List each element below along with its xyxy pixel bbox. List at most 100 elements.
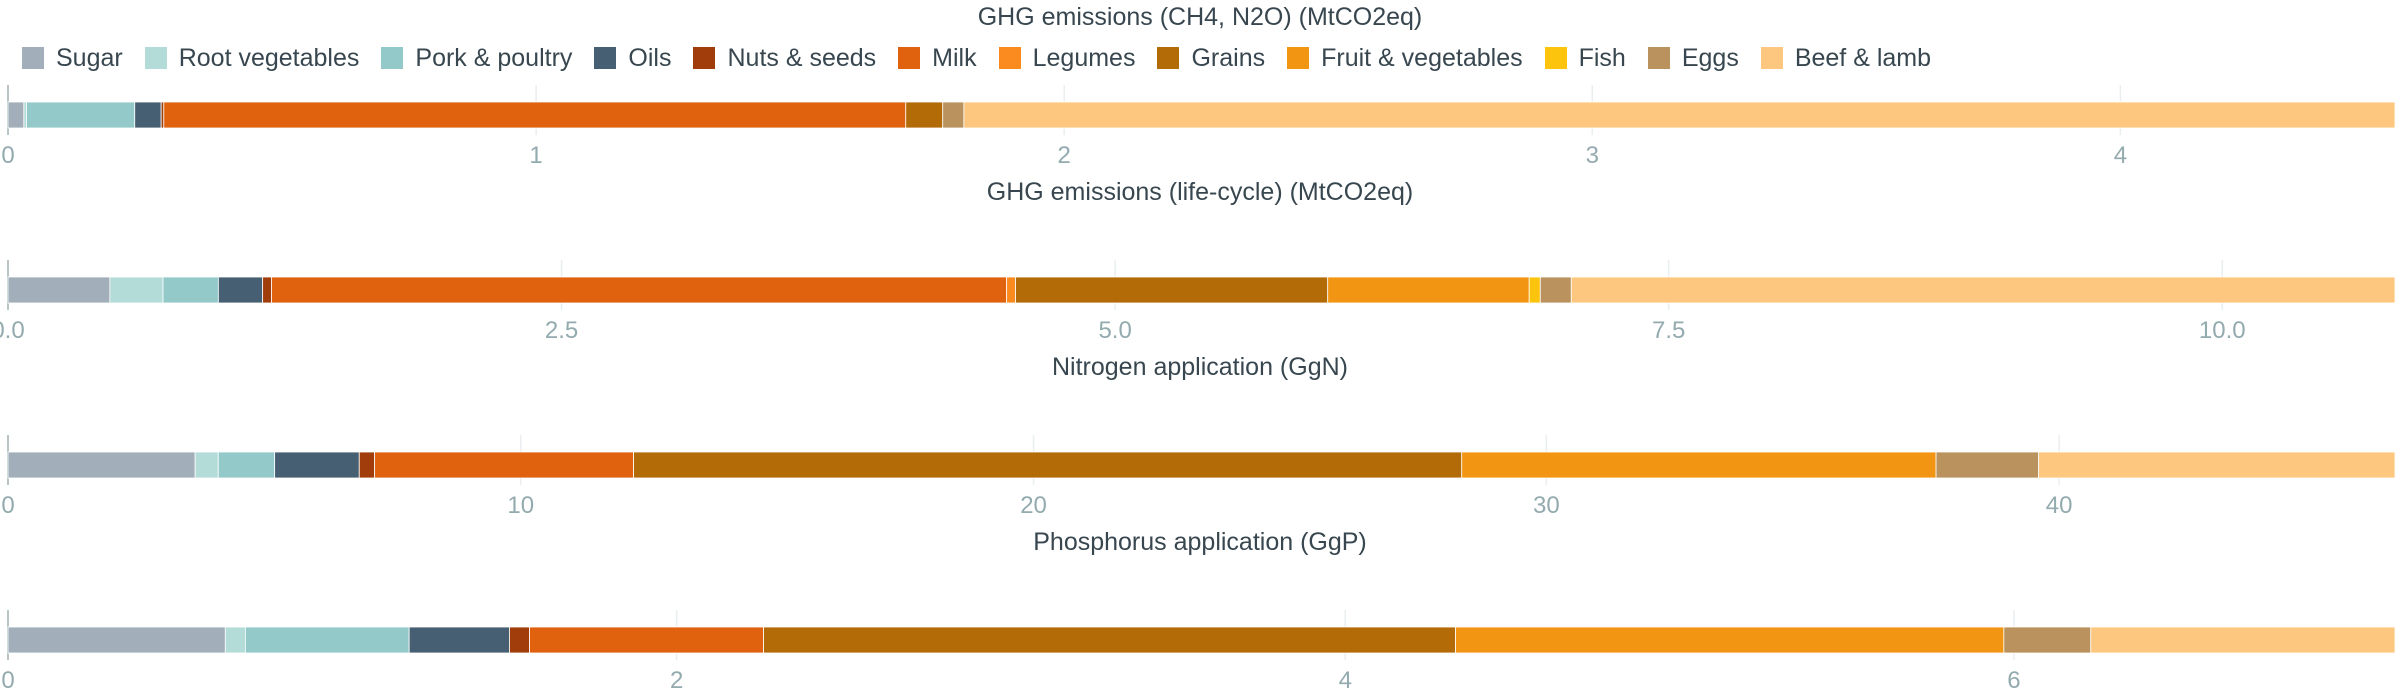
bar-segment-pork-and-poultry[interactable] [162, 276, 219, 304]
tick-label: 10.0 [2199, 317, 2246, 344]
bar-segment-nuts-and-seeds[interactable] [509, 626, 530, 654]
legend-label: Fish [1578, 43, 1626, 72]
bar-segment-oils[interactable] [217, 276, 264, 304]
bar-segment-eggs[interactable] [942, 101, 965, 129]
tick-label: 30 [1533, 492, 1560, 519]
tick-label: 1 [529, 142, 542, 169]
bar-segment-fish[interactable] [1528, 276, 1541, 304]
tick-label: 40 [2046, 492, 2073, 519]
bar-segment-pork-and-poultry[interactable] [244, 626, 410, 654]
tick-label: 2 [1058, 142, 1071, 169]
legend-item-pork-and-poultry[interactable]: Pork & poultry [381, 44, 572, 73]
legend-label: Milk [932, 43, 977, 72]
bar-segment-root-vegetables[interactable] [194, 451, 219, 479]
legend-swatch [594, 47, 617, 69]
bar-segment-nuts-and-seeds[interactable] [262, 276, 272, 304]
tick-label: 4 [2114, 142, 2127, 169]
tick-label: 0 [1, 667, 14, 694]
bar-segment-beef-and-lamb[interactable] [2090, 626, 2396, 654]
legend-label: Grains [1191, 43, 1266, 72]
bar-segment-sugar[interactable] [7, 626, 226, 654]
tick-label: 2 [670, 667, 683, 694]
legend: Sugar Root vegetables Pork & poultry Oils Nu… [22, 40, 1953, 76]
bar-segment-beef-and-lamb[interactable] [963, 101, 2396, 129]
tick-label: 5.0 [1098, 317, 1131, 344]
chart-panel-2: GHG emissions (life-cycle) (MtCO2eq) 0.0 2… [0, 178, 2396, 344]
legend-item-fish[interactable]: Fish [1544, 43, 1626, 73]
bar-segment-nuts-and-seeds[interactable] [358, 451, 376, 479]
tick-label: 0 [1, 492, 14, 519]
chart-panel-4: Phosphorus application (GgP) 0 2 4 6 [1, 528, 2396, 694]
bar-segment-grains[interactable] [905, 101, 944, 129]
bar-segment-grains[interactable] [1015, 276, 1329, 304]
tick-label: 10 [507, 492, 534, 519]
bar-segment-grains[interactable] [633, 451, 1463, 479]
bar-segment-grains[interactable] [763, 626, 1456, 654]
bar-segment-beef-and-lamb[interactable] [2038, 451, 2396, 479]
bar-segment-eggs[interactable] [2003, 626, 2092, 654]
legend-item-legumes[interactable]: Legumes [998, 43, 1136, 73]
bar-segment-legumes[interactable] [1006, 276, 1016, 304]
legend-label: Sugar [56, 43, 123, 72]
legend-label: Beef & lamb [1794, 43, 1932, 72]
bar-segment-fruit-and-vegetables[interactable] [1327, 276, 1530, 304]
bar-segment-sugar[interactable] [7, 451, 196, 479]
chart-panel-1: GHG emissions (CH4, N2O) (MtCO2eq) 0 1 2 3 4 [1, 3, 2396, 169]
bar-segment-milk[interactable] [271, 276, 1008, 304]
legend-swatch [22, 47, 44, 69]
tick-label: 20 [1020, 492, 1047, 519]
bar-segment-milk[interactable] [529, 626, 764, 654]
legend-item-eggs[interactable]: Eggs [1647, 43, 1739, 73]
legend-item-nuts-and-seeds[interactable]: Nuts & seeds [693, 44, 876, 73]
chart-title: GHG emissions (life-cycle) (MtCO2eq) [987, 178, 1413, 206]
legend-swatch [381, 47, 404, 69]
legend-item-oils[interactable]: Oils [594, 44, 671, 73]
bar-segment-oils[interactable] [408, 626, 510, 654]
bar-segment-sugar[interactable] [7, 276, 111, 304]
bar-segment-fruit-and-vegetables[interactable] [1461, 451, 1937, 479]
bar-segment-oils[interactable] [274, 451, 360, 479]
bar-segment-pork-and-poultry[interactable] [217, 451, 276, 479]
tick-label: 6 [2007, 667, 2020, 694]
legend-swatch [1544, 47, 1567, 69]
chart-title: Nitrogen application (GgN) [1052, 353, 1348, 381]
tick-label: 7.5 [1652, 317, 1685, 344]
bar-segment-eggs[interactable] [1539, 276, 1572, 304]
legend-item-grains[interactable]: Grains [1157, 44, 1265, 73]
legend-swatch [1760, 47, 1783, 69]
legend-item-sugar[interactable]: Sugar [22, 44, 123, 73]
legend-label: Oils [628, 43, 672, 72]
legend-swatch [1157, 47, 1180, 69]
legend-label: Fruit & vegetables [1321, 43, 1523, 72]
legend-label: Root vegetables [178, 43, 360, 72]
legend-item-fruit-and-vegetables[interactable]: Fruit & vegetables [1287, 44, 1523, 73]
legend-swatch [898, 47, 921, 69]
bar-segment-oils[interactable] [134, 101, 162, 129]
tick-label: 0.0 [0, 317, 25, 344]
legend-item-milk[interactable]: Milk [898, 43, 977, 73]
bar-segment-root-vegetables[interactable] [109, 276, 164, 304]
legend-label: Pork & poultry [415, 43, 573, 72]
legend-swatch [998, 47, 1021, 69]
bar-segment-eggs[interactable] [1935, 451, 2040, 479]
legend-label: Legumes [1032, 43, 1136, 72]
bar-segment-sugar[interactable] [7, 101, 25, 129]
tick-label: 3 [1586, 142, 1599, 169]
bar-segment-milk[interactable] [163, 101, 907, 129]
chart-title: Phosphorus application (GgP) [1033, 528, 1367, 556]
bar-segment-fruit-and-vegetables[interactable] [1455, 626, 2005, 654]
legend-label: Eggs [1681, 43, 1739, 72]
legend-swatch [144, 47, 167, 69]
tick-label: 2.5 [545, 317, 578, 344]
legend-item-beef-and-lamb[interactable]: Beef & lamb [1760, 43, 1932, 73]
legend-item-root-vegetables[interactable]: Root vegetables [144, 43, 360, 73]
legend-swatch [1287, 47, 1310, 69]
tick-label: 4 [1339, 667, 1352, 694]
bar-segment-beef-and-lamb[interactable] [1570, 276, 2396, 304]
tick-label: 0 [1, 142, 14, 169]
bar-segment-pork-and-poultry[interactable] [26, 101, 136, 129]
bar-segment-milk[interactable] [374, 451, 634, 479]
bar-segment-root-vegetables[interactable] [224, 626, 246, 654]
